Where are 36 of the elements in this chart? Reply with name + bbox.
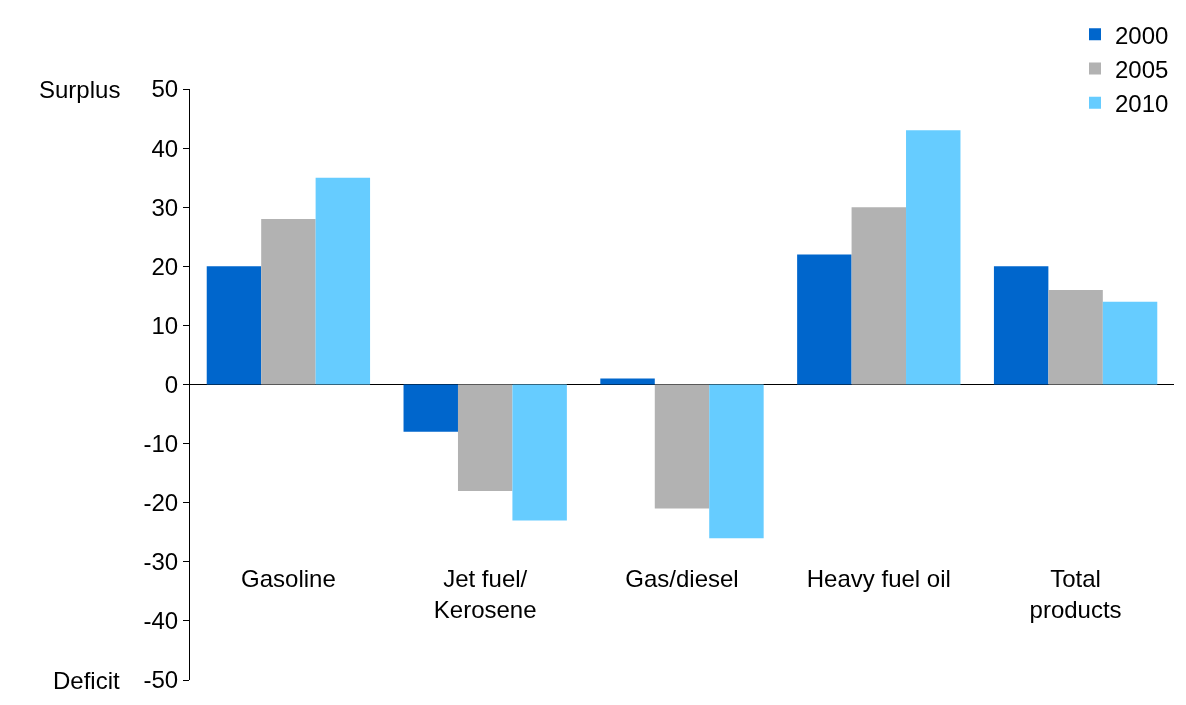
bar — [1102, 301, 1158, 385]
bar — [261, 219, 316, 385]
bar — [906, 130, 961, 385]
text: Surplus — [39, 76, 121, 103]
bar — [797, 254, 852, 385]
bar — [315, 177, 371, 385]
y-tick-label: 40 — [151, 134, 179, 162]
y-tick-label: -40 — [143, 607, 179, 635]
bar — [851, 207, 907, 385]
y-tick-label: -10 — [143, 430, 179, 457]
bar — [1048, 289, 1103, 385]
legend-label: 2000 — [1115, 21, 1169, 49]
y-tick-label: 20 — [151, 252, 179, 280]
y-tick-label: 0 — [164, 370, 179, 398]
bar — [600, 378, 655, 385]
bar — [654, 384, 710, 509]
bar — [512, 384, 567, 521]
bar — [709, 384, 764, 539]
bar — [457, 384, 513, 491]
x-tick-label: Gas/diesel — [625, 564, 739, 592]
y-tick-label: -20 — [143, 489, 179, 517]
y-tick-label: -50 — [143, 666, 179, 694]
x-tick-label: Gasoline — [241, 564, 336, 592]
bar — [993, 266, 1049, 385]
bar — [206, 266, 262, 385]
x-tick-label: Jet fuel/ Kerosene — [433, 564, 537, 623]
y-tick-label: 10 — [151, 311, 179, 339]
legend-label: 2005 — [1115, 55, 1169, 83]
y-tick-label: -30 — [143, 548, 179, 576]
legend-label: 2010 — [1115, 90, 1169, 118]
x-tick-label: Total products — [1029, 564, 1122, 623]
bar — [403, 384, 458, 432]
y-tick-label: 30 — [151, 193, 179, 221]
x-tick-label: Heavy fuel oil — [806, 564, 951, 592]
y-tick-label: 50 — [151, 75, 179, 103]
text: Deficit — [53, 667, 121, 694]
